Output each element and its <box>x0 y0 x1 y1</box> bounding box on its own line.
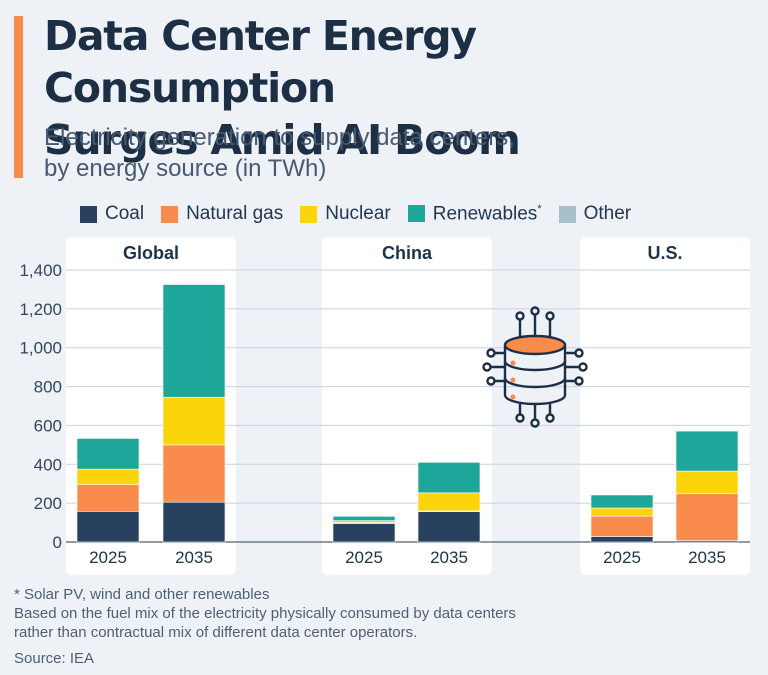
legend-swatch <box>558 205 576 223</box>
database-led <box>510 360 516 366</box>
database-top <box>503 334 567 356</box>
bar-segment-nuclear <box>590 507 654 517</box>
circuit-node <box>578 362 588 372</box>
y-tick-label: 0 <box>53 533 62 552</box>
legend-swatch <box>80 205 97 223</box>
circuit-node <box>530 306 540 316</box>
stacked-bar-chart: 0 200 400 600 800 1,000 1,200 1,400 Global 2025 20… <box>19 237 750 575</box>
title-line-2: Surges Amid AI Boom <box>44 116 521 164</box>
circuit-node <box>515 311 525 321</box>
bar-segment-renewables <box>417 462 481 494</box>
legend-item-renewables: Renewables* <box>407 202 542 225</box>
bar-segment-renewables <box>675 430 739 472</box>
bar-segment-nuclear <box>76 468 140 485</box>
bar-stack <box>590 494 654 543</box>
bar-segment-coal <box>162 501 226 543</box>
legend-item-other: Other <box>558 203 632 225</box>
bar-segment-nuclear <box>417 492 481 512</box>
legend-item-nuclear: Nuclear <box>300 203 391 225</box>
subtitle-line-2: by energy source (in TWh) <box>44 155 327 182</box>
circuit-node <box>515 413 525 423</box>
bar-segment-coal <box>332 523 396 543</box>
subtitle-line-1: Electricity generation to supply data ce… <box>44 124 515 151</box>
database-led <box>510 394 516 400</box>
bar-segment-natural-gas <box>675 493 739 541</box>
database-rings <box>503 359 567 389</box>
source-credit: Source: IEA <box>14 650 95 667</box>
bar-stack <box>162 283 226 543</box>
bar-segment-nuclear <box>162 396 226 446</box>
y-tick-label: 1,200 <box>19 300 62 319</box>
circuit-node <box>486 376 496 386</box>
bar-stack <box>332 516 396 543</box>
y-tick-label: 800 <box>34 378 62 397</box>
footnote-method-2: rather than contractual mix of different… <box>14 624 418 641</box>
y-tick-label: 1,400 <box>19 261 62 280</box>
legend-label: Nuclear <box>325 203 391 224</box>
circuit-node <box>530 418 540 428</box>
panel-title: Global <box>123 243 179 263</box>
panel-title: U.S. <box>647 243 682 263</box>
x-tick-label: 2025 <box>345 548 383 567</box>
bar-segment-coal <box>76 511 140 543</box>
bar-segment-natural-gas <box>76 484 140 512</box>
y-tick-label: 200 <box>34 494 62 513</box>
circuit-node <box>545 413 555 423</box>
chart-title: Data Center Energy Consumption Surges Am… <box>44 10 764 166</box>
database-led <box>510 377 516 383</box>
bar-stack <box>417 462 481 543</box>
circuit-node <box>486 348 496 358</box>
legend-item-natural-gas: Natural gas <box>161 203 283 225</box>
bar-segment-other <box>162 283 226 285</box>
bar-stack <box>76 438 140 543</box>
circuit-node <box>574 376 584 386</box>
footnote-renewables: * Solar PV, wind and other renewables <box>14 586 270 603</box>
footnote-method-1: Based on the fuel mix of the electricity… <box>14 605 516 622</box>
chart-legend: Coal Natural gas Nuclear Renewables* Other <box>80 201 648 227</box>
bar-segment-renewables <box>162 284 226 398</box>
panel-title: China <box>382 243 433 263</box>
bar-segment-nuclear <box>675 470 739 494</box>
legend-label: Other <box>583 203 632 224</box>
y-tick-label: 400 <box>34 455 62 474</box>
bar-segment-coal <box>417 511 481 543</box>
legend-label: Renewables* <box>432 202 542 225</box>
circuit-node <box>482 362 492 372</box>
legend-item-coal: Coal <box>80 203 144 225</box>
x-tick-label: 2035 <box>175 548 213 567</box>
y-tick-label: 600 <box>34 416 62 435</box>
chart-subtitle: Electricity generation to supply data ce… <box>44 122 744 184</box>
accent-bar <box>14 16 23 178</box>
x-tick-label: 2035 <box>430 548 468 567</box>
chart-footer: * Solar PV, wind and other renewables Ba… <box>14 585 754 668</box>
bar-segment-renewables <box>590 494 654 509</box>
bar-segment-coal <box>590 536 654 543</box>
bar-segment-renewables <box>332 516 396 521</box>
circuit-node <box>574 348 584 358</box>
x-tick-label: 2025 <box>603 548 641 567</box>
x-tick-label: 2035 <box>688 548 726 567</box>
bar-segment-natural-gas <box>162 444 226 503</box>
legend-swatch <box>161 205 179 223</box>
legend-swatch <box>300 205 318 223</box>
legend-label: Coal <box>105 203 145 224</box>
bar-segment-natural-gas <box>590 515 654 537</box>
y-tick-label: 1,000 <box>19 339 62 358</box>
legend-swatch <box>407 205 425 223</box>
bar-segment-renewables <box>76 438 140 470</box>
legend-label: Natural gas <box>186 203 284 224</box>
title-line-1: Data Center Energy Consumption <box>44 12 477 112</box>
circuit-node <box>545 311 555 321</box>
x-tick-label: 2025 <box>89 548 127 567</box>
bar-stack <box>675 430 739 543</box>
server-database-icon <box>482 306 588 428</box>
